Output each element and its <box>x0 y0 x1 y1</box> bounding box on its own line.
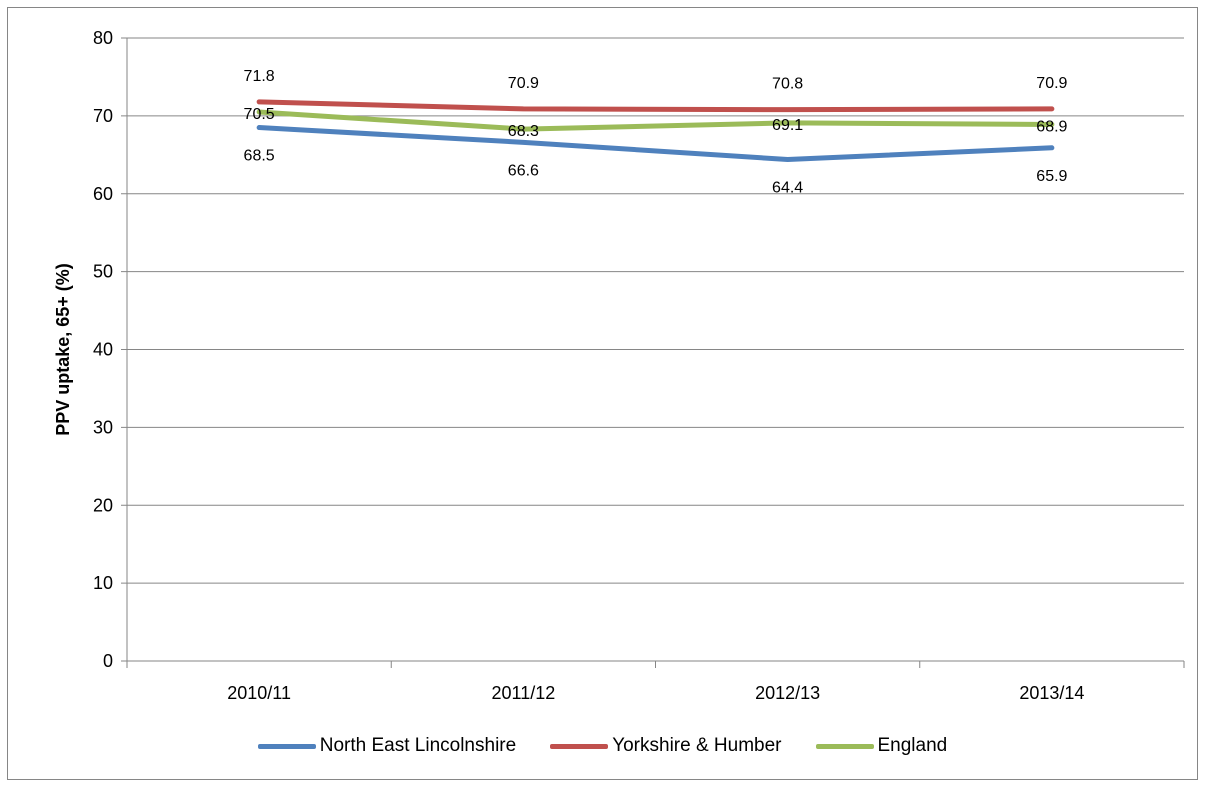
legend-item: North East Lincolnshire <box>257 735 517 757</box>
y-axis-title: PPV uptake, 65+ (%) <box>53 263 73 436</box>
data-label: 68.9 <box>1036 118 1067 135</box>
legend-label: England <box>877 735 948 756</box>
y-tick-label: 40 <box>93 340 113 360</box>
data-label: 70.5 <box>244 106 275 123</box>
axes <box>121 37 1185 668</box>
y-tick-label: 20 <box>93 495 113 515</box>
y-tick-label: 0 <box>103 651 113 671</box>
y-tick-label: 80 <box>93 28 113 48</box>
x-tick-label: 2013/14 <box>1019 683 1084 703</box>
legend-item: England <box>815 735 948 757</box>
series-lines <box>256 99 1055 162</box>
series-line <box>256 109 1055 132</box>
y-tick-label: 50 <box>93 262 113 282</box>
y-axis-ticks: 0 10 20 30 40 50 60 70 80 <box>93 28 113 671</box>
data-label: 68.5 <box>244 148 275 165</box>
data-label: 66.6 <box>508 162 539 179</box>
data-label: 71.8 <box>244 68 275 85</box>
data-label: 68.3 <box>508 123 539 140</box>
y-tick-label: 60 <box>93 184 113 204</box>
x-tick-label: 2010/11 <box>227 683 291 703</box>
data-labels: 68.5 66.6 64.4 65.9 71.8 70.9 70.8 70.9 70.5 68.3… <box>244 68 1068 197</box>
legend-label: Yorkshire & Humber <box>612 735 782 756</box>
legend-swatch <box>550 743 609 749</box>
legend-item: Yorkshire & Humber <box>550 735 782 757</box>
series-line <box>256 125 1055 162</box>
legend-swatch <box>257 743 316 749</box>
legend-label: North East Lincolnshire <box>319 735 517 756</box>
x-tick-label: 2012/13 <box>755 683 820 703</box>
data-label: 70.8 <box>772 76 803 93</box>
x-axis-ticks: 2010/11 2011/12 2012/13 2013/14 <box>227 683 1084 703</box>
data-label: 70.9 <box>1036 75 1067 92</box>
data-label: 70.9 <box>508 75 539 92</box>
x-tick-label: 2011/12 <box>492 683 556 703</box>
series-line <box>256 99 1055 113</box>
legend: North East Lincolnshire Yorkshire & Humbe… <box>0 735 1205 757</box>
data-label: 69.1 <box>772 117 803 134</box>
chart-frame <box>7 7 1198 780</box>
data-label: 65.9 <box>1036 168 1067 185</box>
y-tick-label: 30 <box>93 417 113 437</box>
y-tick-label: 70 <box>93 106 113 126</box>
legend-swatch <box>815 743 874 749</box>
gridlines <box>127 37 1184 584</box>
data-label: 64.4 <box>772 179 803 196</box>
y-tick-label: 10 <box>93 573 113 593</box>
